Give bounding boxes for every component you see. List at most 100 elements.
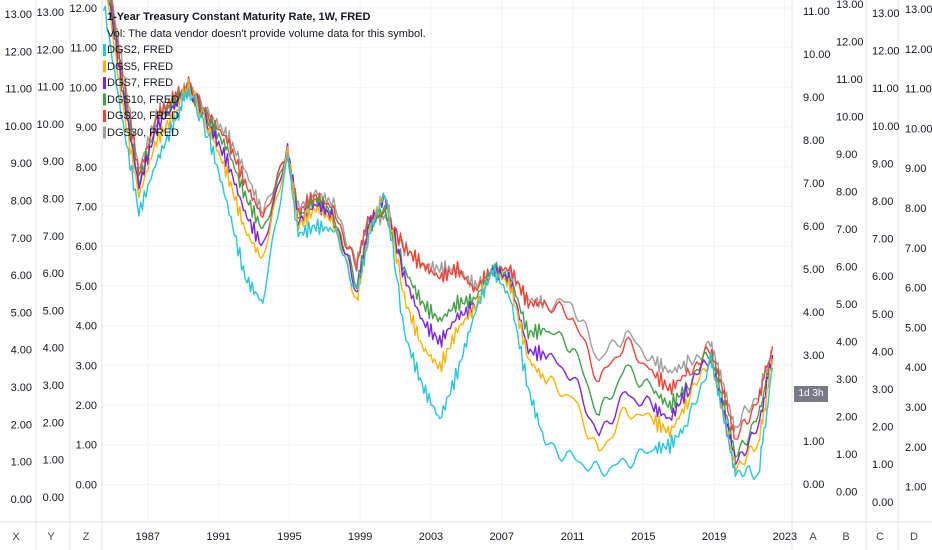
chart-title: 1-Year Treasury Constant Maturity Rate, …	[107, 11, 371, 23]
price-axis-A-tick: 3.00	[803, 350, 824, 362]
price-axis-Z-tick: 9.00	[76, 122, 97, 134]
price-axis-Y-tick: 0.00	[43, 492, 64, 504]
time-axis-tick-2007: 2007	[490, 531, 514, 543]
price-axis-Z-tick: 0.00	[76, 479, 97, 491]
price-axis-X-tick: 1.00	[11, 457, 32, 469]
price-axis-C-tick: 12.00	[872, 46, 900, 58]
price-axis-Z-tick: 8.00	[76, 162, 97, 174]
legend-swatch-dgs7	[103, 77, 106, 89]
price-axis-X-tick: 12.00	[4, 46, 32, 58]
price-axis-Z-tick: 10.00	[69, 82, 97, 94]
axis-letter-Z[interactable]: Z	[83, 531, 90, 543]
price-axis-B-tick: 2.00	[836, 412, 857, 424]
price-axis-C-tick: 3.00	[872, 384, 893, 396]
price-axis-X-tick: 10.00	[4, 121, 32, 133]
price-axis-A-tick: 8.00	[803, 135, 824, 147]
series-line-dgs5[interactable]	[104, 0, 774, 473]
price-axis-B-tick: 3.00	[836, 374, 857, 386]
price-axis-B-tick: 12.00	[836, 37, 864, 49]
price-axis-Y-tick: 10.00	[36, 119, 64, 131]
price-axis-A-tick: 0.00	[803, 479, 824, 491]
legend-swatch-dgs20	[103, 110, 106, 122]
legend-swatch-dgs5	[103, 60, 106, 73]
price-axis-B-tick: 1.00	[836, 449, 857, 461]
price-axis-Y-tick: 13.00	[36, 7, 64, 19]
price-axis-B-tick: 4.00	[836, 337, 857, 349]
price-axis-Y-tick: 3.00	[43, 380, 64, 392]
legend-dgs20[interactable]: DGS20, FRED	[107, 110, 180, 122]
price-axis-Z-tick: 11.00	[70, 43, 97, 55]
axis-letter-D[interactable]: D	[910, 531, 918, 543]
price-axis-Y-tick: 4.00	[43, 343, 64, 355]
axis-letter-C[interactable]: C	[876, 531, 884, 543]
time-axis-tick-2023: 2023	[773, 531, 797, 543]
price-tag: 1d 3h	[794, 386, 828, 402]
price-axis-Y-tick: 1.00	[43, 455, 64, 467]
price-axis-A-tick: 1.00	[803, 436, 824, 448]
price-axis-C-tick: 8.00	[872, 196, 893, 208]
price-axis-B-tick: 11.00	[836, 74, 863, 86]
time-axis-tick-2003: 2003	[419, 531, 443, 543]
chart-subtitle: Vol: The data vendor doesn't provide vol…	[107, 27, 426, 40]
series-line-dgs20[interactable]	[104, 0, 774, 440]
price-axis-A-tick: 11.00	[803, 6, 830, 18]
price-axis-Y-tick: 9.00	[43, 156, 64, 168]
price-axis-X-tick: 0.00	[11, 494, 32, 506]
price-axis-C-tick: 2.00	[872, 422, 893, 434]
price-axis-D-tick: 11.00	[905, 84, 932, 96]
legend-dgs30[interactable]: DGS30, FRED	[107, 126, 180, 139]
series-line-dgs2[interactable]	[102, 5, 774, 481]
price-axis-Z-tick: 4.00	[76, 321, 97, 333]
price-axis-Y-tick: 8.00	[43, 194, 64, 206]
price-axis-C-tick: 4.00	[872, 346, 893, 358]
price-axis-Y-tick: 11.00	[37, 82, 64, 94]
axis-letter-X[interactable]: X	[12, 531, 20, 543]
price-axis-D-tick: 7.00	[905, 243, 926, 255]
price-axis-Z-tick: 2.00	[76, 400, 97, 412]
series-line-dgs30[interactable]	[104, 0, 773, 432]
time-axis-tick-1991: 1991	[206, 531, 230, 543]
price-axis-C-tick: 1.00	[872, 459, 893, 471]
legend-dgs7[interactable]: DGS7, FRED	[107, 77, 174, 89]
price-axis-A-tick: 7.00	[803, 178, 824, 190]
price-axis-Z-tick: 12.00	[69, 3, 97, 15]
price-axis-D-tick: 12.00	[905, 44, 932, 56]
chart-legend: 1-Year Treasury Constant Maturity Rate, …	[107, 9, 426, 141]
legend-dgs5[interactable]: DGS5, FRED	[107, 60, 174, 73]
price-axis-D-tick: 1.00	[905, 482, 926, 494]
price-axis-Y-tick: 5.00	[43, 305, 64, 317]
price-axis-D-tick: 3.00	[905, 402, 926, 414]
time-axis-tick-1999: 1999	[348, 531, 372, 543]
legend-dgs2[interactable]: DGS2, FRED	[107, 44, 174, 56]
time-axis-tick-2011: 2011	[561, 531, 585, 543]
price-axis-B-tick: 5.00	[836, 299, 857, 311]
price-axis-Y-tick: 6.00	[43, 268, 64, 280]
price-axis-B-tick: 10.00	[836, 112, 864, 124]
price-axis-B-tick: 9.00	[836, 149, 857, 161]
price-axis-X-tick: 4.00	[11, 345, 32, 357]
price-axis-X-tick: 11.00	[5, 84, 32, 96]
legend-dgs10[interactable]: DGS10, FRED	[107, 93, 180, 106]
price-axis-A-tick: 4.00	[803, 307, 824, 319]
price-axis-X-tick: 5.00	[11, 307, 32, 319]
price-axis-Z-tick: 5.00	[76, 281, 97, 293]
price-axis-D-tick: 10.00	[905, 123, 932, 135]
price-axis-D-tick: 8.00	[905, 203, 926, 215]
price-axis-Y-tick: 2.00	[43, 417, 64, 429]
price-axis-A-tick: 6.00	[803, 221, 824, 233]
legend-swatch-dgs10	[103, 93, 106, 106]
axis-letter-Y[interactable]: Y	[47, 531, 55, 543]
price-axis-D-tick: 9.00	[905, 163, 926, 175]
price-axis-X-tick: 13.00	[4, 9, 32, 21]
time-axis-tick-2015: 2015	[631, 531, 655, 543]
time-axis-tick-1995: 1995	[277, 531, 301, 543]
legend-swatch-dgs30	[103, 126, 106, 139]
price-axis-X-tick: 8.00	[11, 196, 32, 208]
axis-letter-A[interactable]: A	[809, 531, 817, 543]
price-axis-D-tick: 4.00	[905, 362, 926, 374]
price-axis-B-tick: 13.00	[836, 0, 864, 11]
price-axis-C-tick: 7.00	[872, 234, 893, 246]
axis-letter-B[interactable]: B	[842, 531, 849, 543]
price-axis-Y-tick: 7.00	[43, 231, 64, 243]
